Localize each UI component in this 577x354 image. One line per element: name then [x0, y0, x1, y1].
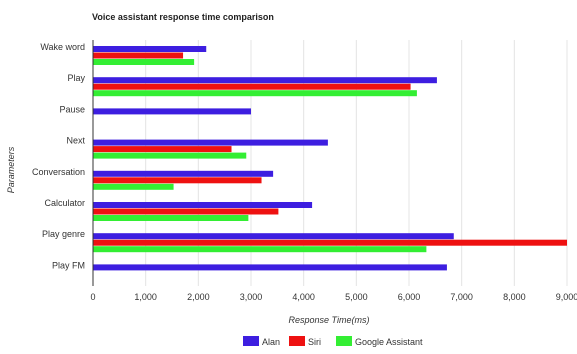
category-label: Wake word [40, 42, 85, 52]
bar [93, 246, 427, 253]
bar [93, 183, 174, 190]
category-label: Calculator [44, 198, 85, 208]
bar [93, 208, 279, 215]
x-tick-label: 8,000 [503, 292, 526, 302]
bar [93, 77, 437, 84]
bar [93, 83, 411, 90]
bar [93, 152, 247, 159]
bar [93, 59, 195, 65]
legend-label: Siri [308, 337, 321, 347]
legend-label: Google Assistant [355, 337, 423, 347]
bar [93, 146, 232, 153]
legend-label: Alan [262, 337, 280, 347]
category-label: Pause [59, 104, 85, 114]
bar [93, 52, 184, 59]
chart-title: Voice assistant response time comparison [92, 12, 274, 22]
y-axis-title: Parameters [6, 146, 16, 193]
bar [93, 215, 249, 221]
x-tick-label: 3,000 [240, 292, 263, 302]
category-label: Next [66, 136, 85, 146]
x-tick-label: 4,000 [292, 292, 315, 302]
bar [93, 139, 328, 146]
category-label: Play genre [42, 229, 85, 239]
bar [93, 264, 447, 271]
category-label: Play FM [52, 260, 85, 270]
legend-swatch [243, 336, 259, 346]
bar [93, 233, 454, 240]
bar [93, 46, 207, 52]
x-tick-label: 6,000 [398, 292, 421, 302]
bar [93, 170, 274, 177]
category-label: Conversation [32, 167, 85, 177]
bar [93, 90, 417, 97]
x-tick-label: 5,000 [345, 292, 368, 302]
category-label: Play [67, 73, 85, 83]
bar [93, 202, 313, 208]
x-tick-label: 7,000 [450, 292, 473, 302]
legend-swatch [289, 336, 305, 346]
x-tick-label: 2,000 [187, 292, 210, 302]
x-tick-label: 9,000 [556, 292, 577, 302]
bar [93, 177, 262, 184]
axes: 0 1,000 2,000 3,000 4,000 5,000 6,000 7,000 8,00… [32, 40, 577, 302]
x-tick-label: 1,000 [134, 292, 157, 302]
bars [93, 46, 567, 271]
bar [93, 108, 251, 115]
x-axis-title: Response Time(ms) [289, 315, 370, 325]
legend: Alan Siri Google Assistant [243, 336, 423, 347]
legend-swatch [336, 336, 352, 346]
x-tick-label: 0 [90, 292, 95, 302]
bar [93, 239, 567, 246]
